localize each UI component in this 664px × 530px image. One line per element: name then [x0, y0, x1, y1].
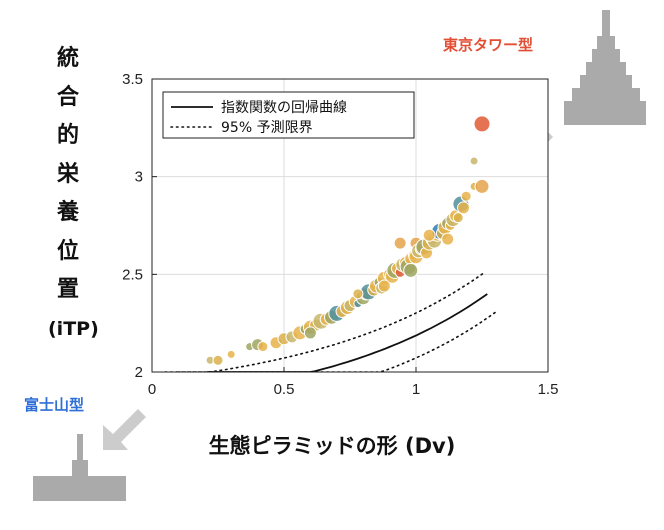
data-point: [469, 156, 479, 166]
y-axis-label-char: 置: [56, 277, 79, 302]
y-axis-label: 統 合 的 栄 養 位 置 (iTP): [48, 40, 99, 348]
data-point: [473, 115, 491, 133]
y-axis-label-char: 栄: [56, 161, 79, 187]
mount-fuji-type-label: 富士山型: [24, 396, 85, 414]
y-axis-label-char: 合: [56, 84, 79, 110]
axes-frame: [151, 78, 549, 373]
data-point: [212, 354, 224, 366]
data-point: [441, 232, 455, 246]
data-point: [393, 236, 407, 250]
y-axis-label-char: 統: [56, 46, 79, 71]
x-tick-label: 0: [148, 381, 156, 398]
y-tick-label: 2: [135, 364, 143, 381]
tokyo-tower-type-label: 東京タワー型: [443, 36, 534, 54]
y-axis-label-unit: (iTP): [48, 317, 99, 340]
prediction-bound-lower: [177, 311, 496, 372]
prediction-bound-upper: [164, 271, 486, 372]
legend-box: [162, 91, 415, 139]
legend-label: 95% 予測限界: [221, 120, 313, 136]
data-point: [422, 228, 436, 242]
regression-curve: [207, 293, 488, 372]
x-tick-label: 1: [412, 381, 420, 398]
data-point: [303, 326, 317, 340]
x-tick-label: 1.5: [538, 381, 559, 398]
data-point: [377, 279, 391, 293]
y-tick-label: 3: [135, 169, 143, 186]
legend-label: 指数関数の回帰曲線: [221, 99, 347, 116]
tokyo-tower-pyramid-icon: [564, 10, 646, 125]
points-layer: [164, 115, 496, 372]
y-tick-label: 2.5: [122, 266, 143, 283]
data-point: [474, 178, 490, 194]
arrow-icon: [103, 409, 146, 450]
x-tick-label: 0.5: [274, 381, 295, 398]
y-axis-label-char: 養: [56, 200, 79, 225]
x-axis-label: 生態ピラミッドの形 (Dv): [208, 434, 456, 458]
data-point: [460, 190, 472, 202]
data-point: [352, 288, 364, 300]
y-tick-label: 3.5: [122, 71, 143, 88]
data-point: [457, 201, 471, 215]
data-point: [257, 341, 269, 353]
data-point: [226, 349, 236, 359]
y-axis-label-char: 的: [56, 123, 79, 148]
data-point: [452, 212, 464, 224]
y-axis-label-char: 位: [56, 238, 79, 264]
mount-fuji-pyramid-icon: [33, 434, 126, 501]
data-point: [403, 262, 419, 278]
plot-area: 0 0.5 1 1.5 2 2.5 3 3.5 指数関数の回帰曲線 95% 予測限界: [122, 71, 558, 398]
